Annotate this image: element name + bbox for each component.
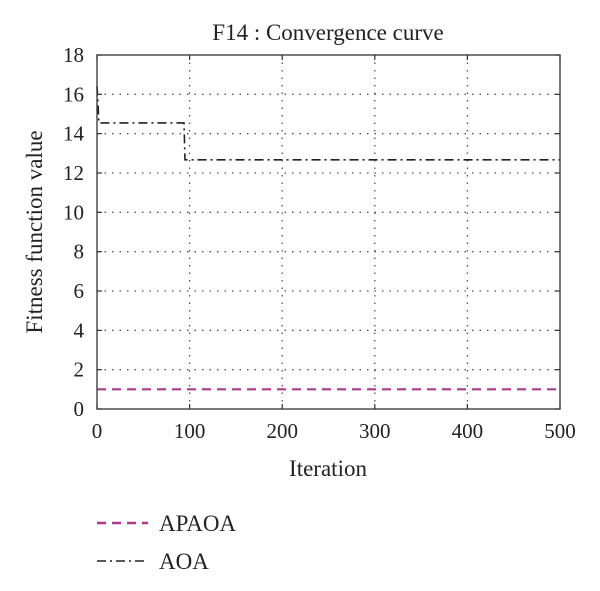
axis-ticks: 0 100 200 300 400 500 0 2 4 6 8 10 12 14 16 18: [63, 43, 576, 443]
legend-label-aoa: AOA: [159, 549, 209, 574]
x-tick-label-1: 100: [174, 419, 206, 443]
x-tick-label-4: 400: [452, 419, 484, 443]
y-tick-label-0: 0: [74, 397, 85, 421]
y-tick-label-2: 4: [74, 318, 85, 342]
legend-label-apaoa: APAOA: [159, 511, 237, 536]
y-tick-label-6: 12: [63, 161, 84, 185]
x-tick-label-0: 0: [92, 419, 103, 443]
grid-lines: [97, 55, 560, 409]
y-tick-label-9: 18: [63, 43, 84, 67]
y-tick-label-8: 16: [63, 82, 84, 106]
chart-title: F14 : Convergence curve: [212, 20, 443, 45]
y-tick-label-5: 10: [63, 200, 84, 224]
x-tick-label-2: 200: [266, 419, 298, 443]
plot-frame: [96, 54, 561, 410]
x-axis-label: Iteration: [289, 456, 367, 481]
x-tick-label-3: 300: [359, 419, 391, 443]
series-line-aoa: [96, 86, 560, 161]
x-tick-label-5: 500: [544, 419, 576, 443]
y-tick-label-4: 8: [74, 240, 85, 264]
y-tick-label-7: 14: [63, 122, 85, 146]
series-lines: [96, 86, 560, 391]
legend: APAOA AOA: [97, 511, 237, 574]
y-axis-label: Fitness function value: [22, 130, 47, 333]
y-tick-label-3: 6: [74, 279, 85, 303]
y-tick-label-1: 2: [74, 358, 85, 382]
